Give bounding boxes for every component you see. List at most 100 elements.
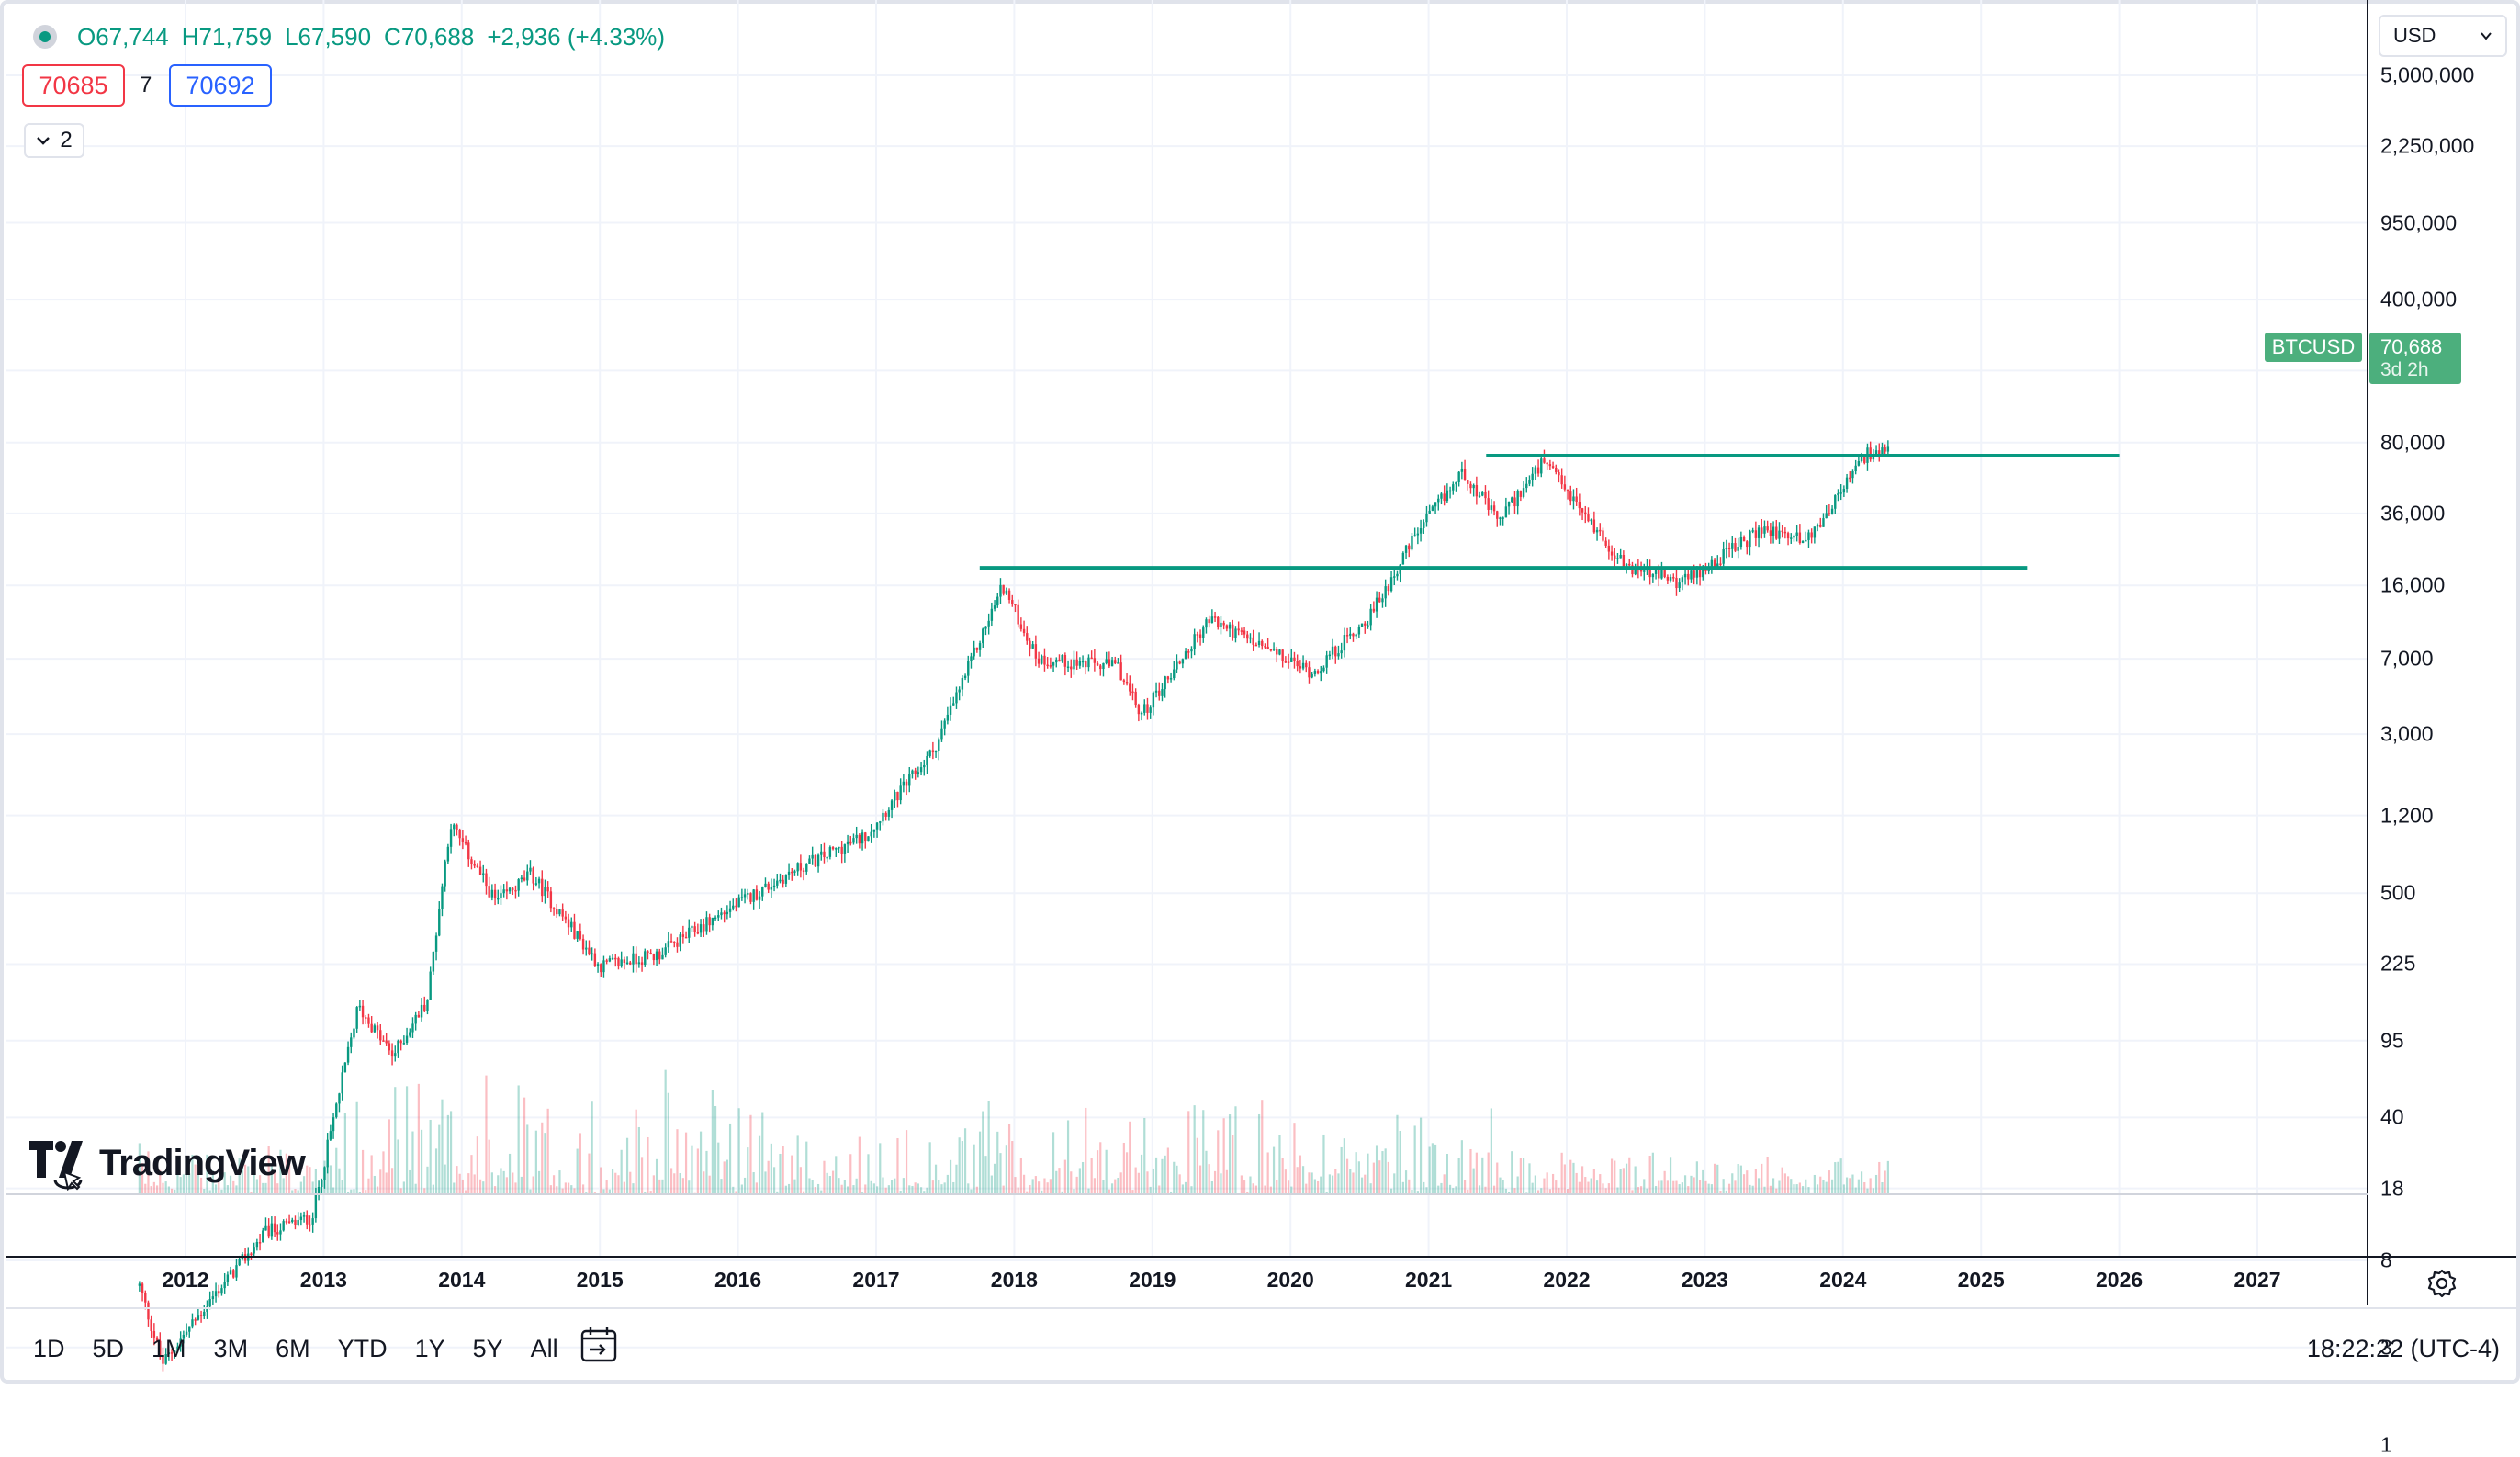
volume-bar bbox=[680, 1173, 681, 1194]
candle-body bbox=[785, 875, 787, 884]
candle-body bbox=[1658, 570, 1659, 578]
volume-bar bbox=[1388, 1162, 1389, 1194]
candle-body bbox=[788, 872, 790, 875]
candle-body bbox=[1288, 661, 1289, 663]
volume-bar bbox=[1138, 1173, 1140, 1194]
volume-bar bbox=[1302, 1166, 1304, 1194]
candle-body bbox=[911, 771, 913, 774]
settings-gear-icon[interactable] bbox=[2426, 1268, 2458, 1299]
sell-button[interactable]: 70685 bbox=[22, 64, 125, 107]
time-tick: 2021 bbox=[1405, 1268, 1452, 1293]
candle-body bbox=[1772, 527, 1774, 536]
volume-bar bbox=[1807, 1187, 1809, 1194]
volume-bar bbox=[705, 1151, 707, 1194]
range-1y[interactable]: 1Y bbox=[415, 1335, 445, 1363]
volume-bar bbox=[1079, 1168, 1081, 1194]
horizontal-lines[interactable] bbox=[980, 456, 2120, 568]
candle-body bbox=[800, 863, 802, 870]
candle-body bbox=[482, 874, 484, 875]
time-tick: 2024 bbox=[1819, 1268, 1866, 1293]
candle-body bbox=[509, 888, 511, 892]
volume-bar bbox=[665, 1070, 667, 1194]
candle-body bbox=[999, 585, 1001, 597]
candle-body bbox=[873, 830, 875, 832]
candle-body bbox=[262, 1230, 264, 1242]
candle-body bbox=[1073, 660, 1074, 670]
volume-bar bbox=[1117, 1178, 1119, 1194]
candle-body bbox=[1340, 650, 1342, 653]
candle-body bbox=[485, 874, 487, 887]
candle-body bbox=[1402, 553, 1404, 565]
range-1m[interactable]: 1M bbox=[152, 1335, 186, 1363]
volume-bar bbox=[838, 1178, 839, 1194]
volume-bar bbox=[661, 1180, 663, 1194]
tradingview-logo[interactable]: TradingView bbox=[28, 1135, 305, 1191]
candle-body bbox=[723, 912, 725, 914]
candle-body bbox=[1411, 536, 1412, 549]
candle-body bbox=[852, 838, 854, 842]
candle-body bbox=[1805, 540, 1806, 542]
candle-body bbox=[477, 865, 478, 867]
volume-bar bbox=[1805, 1180, 1806, 1194]
candle-body bbox=[1097, 663, 1098, 666]
candle-body bbox=[940, 728, 942, 740]
volume-bar bbox=[768, 1161, 770, 1194]
candle-body bbox=[894, 792, 895, 800]
volume-bar bbox=[1547, 1172, 1548, 1194]
candle-body bbox=[1320, 671, 1322, 673]
range-5d[interactable]: 5D bbox=[93, 1335, 125, 1363]
candle-body bbox=[479, 867, 481, 875]
candle-body bbox=[502, 889, 504, 893]
candle-body bbox=[1126, 682, 1128, 683]
buy-button[interactable]: 70692 bbox=[169, 64, 272, 107]
volume-bar bbox=[1052, 1132, 1054, 1194]
volume-bar bbox=[1202, 1110, 1204, 1194]
volume-bar bbox=[882, 1178, 883, 1194]
volume-bar bbox=[1220, 1173, 1221, 1194]
range-5y[interactable]: 5Y bbox=[473, 1335, 503, 1363]
range-all[interactable]: All bbox=[531, 1335, 558, 1363]
candle-body bbox=[1555, 468, 1557, 472]
currency-select[interactable]: USD bbox=[2379, 15, 2507, 57]
volume-bar bbox=[312, 1181, 314, 1194]
range-ytd[interactable]: YTD bbox=[338, 1335, 388, 1363]
calendar-goto-icon[interactable] bbox=[579, 1326, 619, 1364]
price-chart[interactable] bbox=[0, 0, 2520, 1384]
candle-body bbox=[1428, 511, 1430, 514]
volume-bar bbox=[388, 1119, 390, 1194]
indicators-collapse-button[interactable]: 2 bbox=[24, 123, 84, 158]
candle-body bbox=[512, 888, 513, 890]
volume-bar bbox=[1114, 1180, 1116, 1194]
timezone-clock[interactable]: 18:22:22 (UTC-4) bbox=[2307, 1330, 2500, 1367]
candle-body bbox=[215, 1291, 217, 1296]
candle-body bbox=[1143, 704, 1145, 712]
candle-body bbox=[717, 915, 719, 918]
candle-body bbox=[573, 922, 575, 939]
volume-bar bbox=[1035, 1176, 1037, 1194]
candle-body bbox=[403, 1043, 405, 1045]
volume-bar bbox=[800, 1167, 802, 1194]
ohlc-change: +2,936 (+4.33%) bbox=[487, 23, 665, 51]
candle-body bbox=[350, 1037, 352, 1046]
candle-body bbox=[1449, 491, 1451, 492]
volume-bar bbox=[1738, 1164, 1739, 1194]
volume-bar bbox=[474, 1174, 476, 1194]
candle-body bbox=[558, 909, 560, 914]
volume-bar bbox=[979, 1132, 981, 1194]
status-dot-icon[interactable] bbox=[33, 25, 57, 49]
volume-bar bbox=[647, 1137, 648, 1194]
range-3m[interactable]: 3M bbox=[214, 1335, 249, 1363]
candle-body bbox=[1023, 629, 1025, 633]
candle-body bbox=[1270, 649, 1272, 651]
volume-bar bbox=[1243, 1180, 1245, 1194]
volume-bar bbox=[1018, 1188, 1019, 1194]
range-6m[interactable]: 6M bbox=[276, 1335, 310, 1363]
candle-body bbox=[1105, 659, 1107, 663]
range-1d[interactable]: 1D bbox=[33, 1335, 65, 1363]
candle-body bbox=[1684, 574, 1686, 577]
chevron-down-icon bbox=[2480, 31, 2492, 40]
candle-body bbox=[1508, 502, 1510, 506]
candle-body bbox=[1499, 517, 1501, 519]
volume-bar bbox=[1097, 1150, 1098, 1194]
candle-body bbox=[1781, 531, 1783, 533]
